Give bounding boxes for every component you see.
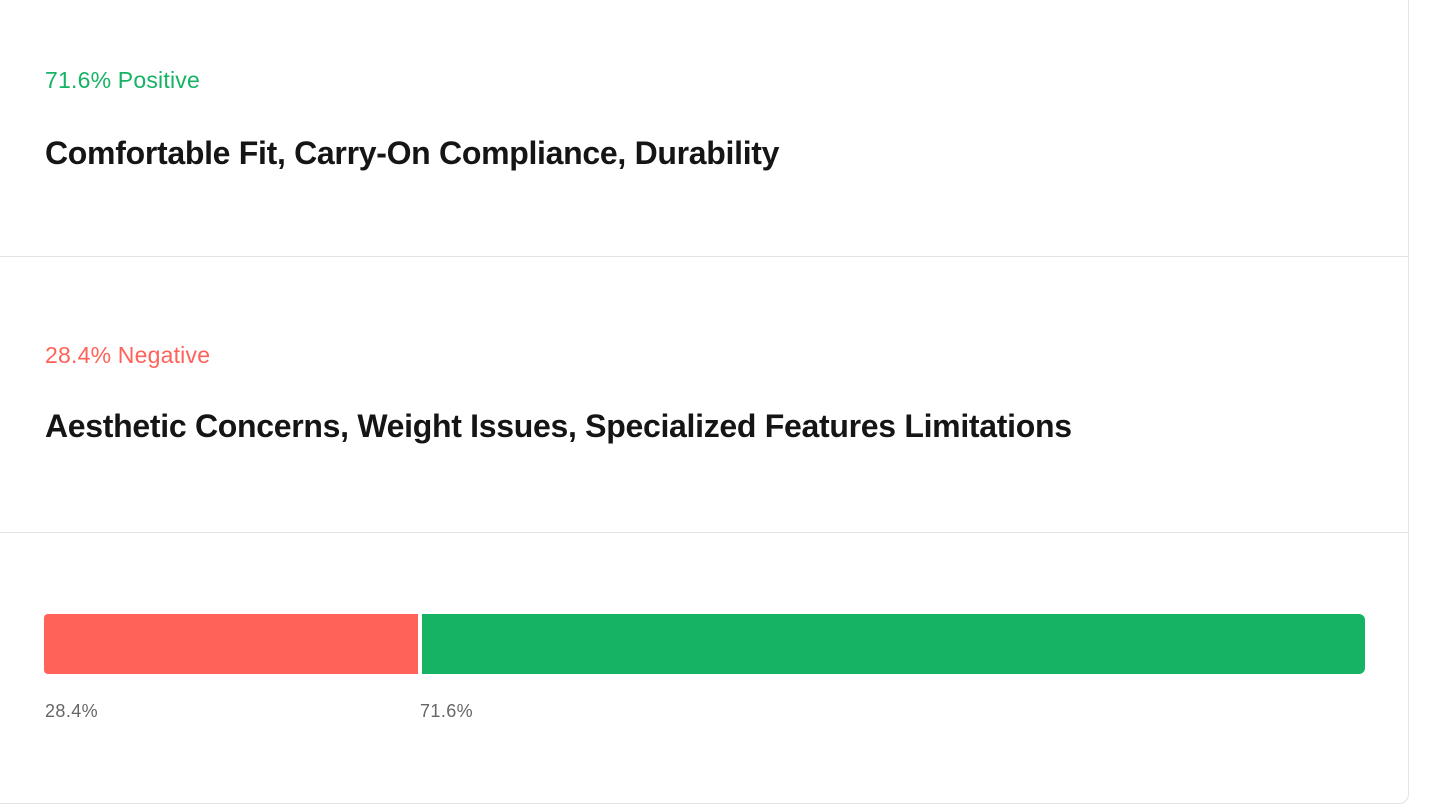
sentiment-card: 71.6% Positive Comfortable Fit, Carry-On… [0, 0, 1409, 804]
positive-percent-label: 71.6% Positive [45, 67, 200, 93]
positive-section: 71.6% Positive Comfortable Fit, Carry-On… [0, 0, 1409, 257]
positive-themes-heading: Comfortable Fit, Carry-On Compliance, Du… [45, 135, 780, 171]
positive-bar-segment [422, 614, 1365, 674]
positive-bar-value: 71.6% [420, 701, 474, 721]
negative-themes-heading: Aesthetic Concerns, Weight Issues, Speci… [45, 408, 1072, 444]
negative-percent-label: 28.4% Negative [45, 342, 211, 368]
negative-bar-value: 28.4% [45, 701, 99, 721]
negative-section: 28.4% Negative Aesthetic Concerns, Weigh… [0, 257, 1409, 533]
sentiment-bar-section: 28.4% 71.6% [0, 533, 1409, 804]
negative-bar-segment [44, 614, 418, 674]
sentiment-bar [44, 614, 1365, 674]
